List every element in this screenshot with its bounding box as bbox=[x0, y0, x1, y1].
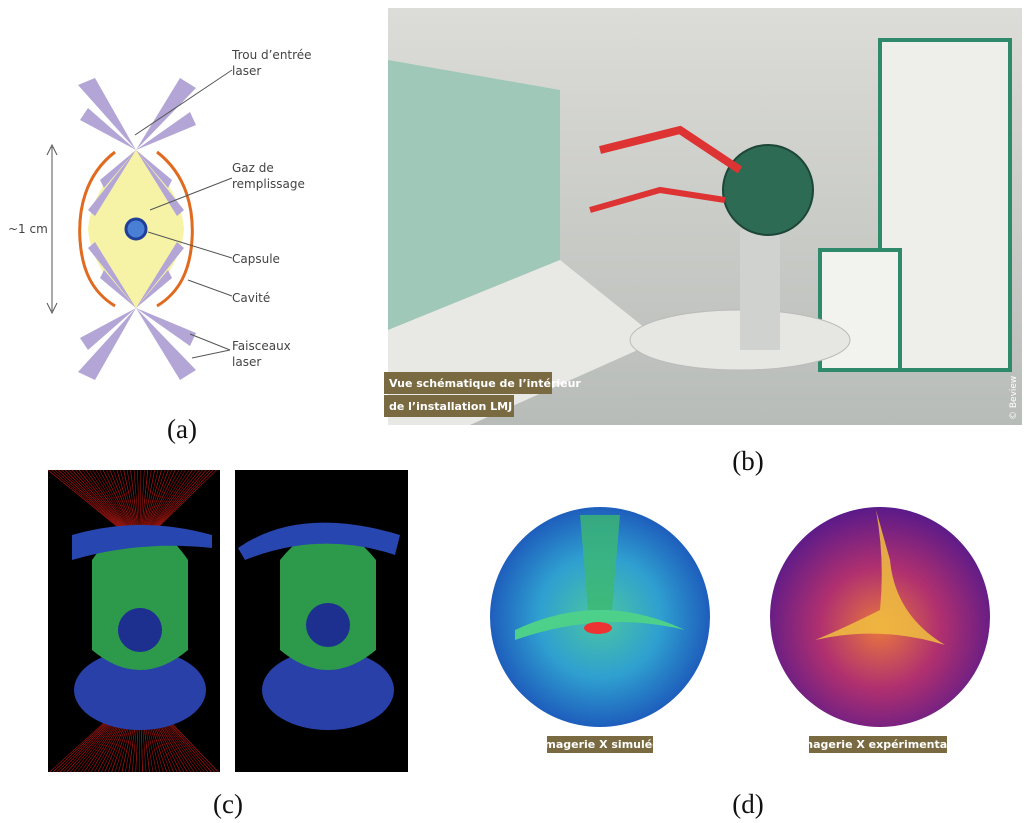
panel-c: (c) bbox=[47, 469, 408, 819]
hall-floor bbox=[388, 60, 560, 330]
pointer-lines bbox=[46, 69, 233, 359]
caption: Imagerie X simulée bbox=[540, 738, 659, 751]
credit: © Beview bbox=[1009, 376, 1019, 420]
hohlraum-part bbox=[262, 650, 394, 730]
beam-lines bbox=[589, 186, 726, 213]
cavity-wall bbox=[78, 150, 116, 308]
chamber-support bbox=[740, 230, 780, 350]
capsule bbox=[118, 608, 162, 652]
label: laser bbox=[232, 355, 261, 369]
label: remplissage bbox=[232, 177, 305, 191]
caption-box bbox=[547, 736, 653, 753]
caption: Imagerie X expérimentale bbox=[798, 738, 959, 751]
cavity-wall bbox=[156, 150, 194, 308]
hotspot bbox=[584, 622, 612, 634]
jet bbox=[580, 515, 620, 610]
caption-box bbox=[809, 736, 947, 753]
capsule bbox=[306, 603, 350, 647]
scale-label: ~1 cm bbox=[8, 222, 48, 236]
panel-tag: (d) bbox=[732, 789, 763, 819]
label: Faisceaux bbox=[232, 339, 291, 353]
band bbox=[515, 610, 685, 640]
label: Trou d’entrée bbox=[231, 48, 312, 62]
beam-lines bbox=[599, 125, 743, 174]
panel-d: Imagerie X simulée Imagerie X expériment… bbox=[490, 507, 990, 819]
caption-box bbox=[384, 372, 552, 394]
hohlraum-part bbox=[72, 525, 212, 560]
hohlraum-part bbox=[280, 530, 376, 670]
label: Cavité bbox=[232, 291, 270, 305]
panel-a: Trou d’entrée laser Gaz de remplissage C… bbox=[8, 48, 312, 444]
laser-beams bbox=[78, 78, 196, 380]
caption-box bbox=[384, 395, 514, 417]
panel-tag: (a) bbox=[167, 414, 197, 444]
label: laser bbox=[232, 64, 261, 78]
label: Gaz de bbox=[232, 161, 274, 175]
capsule bbox=[124, 217, 148, 241]
label: Capsule bbox=[232, 252, 280, 266]
hohlraum-part bbox=[92, 525, 188, 670]
jet bbox=[815, 510, 945, 645]
hohlraum-part bbox=[238, 522, 400, 560]
panel-tag: (b) bbox=[732, 446, 763, 476]
caption: Vue schématique de l’intérieur bbox=[389, 377, 581, 390]
target-chamber bbox=[722, 144, 814, 236]
caption: de l’installation LMJ bbox=[389, 400, 512, 413]
building-wall bbox=[878, 38, 1012, 372]
panel-tag: (c) bbox=[213, 789, 243, 819]
panel-b: Vue schématique de l’intérieur de l’inst… bbox=[384, 8, 1022, 476]
hohlraum-part bbox=[74, 650, 206, 730]
